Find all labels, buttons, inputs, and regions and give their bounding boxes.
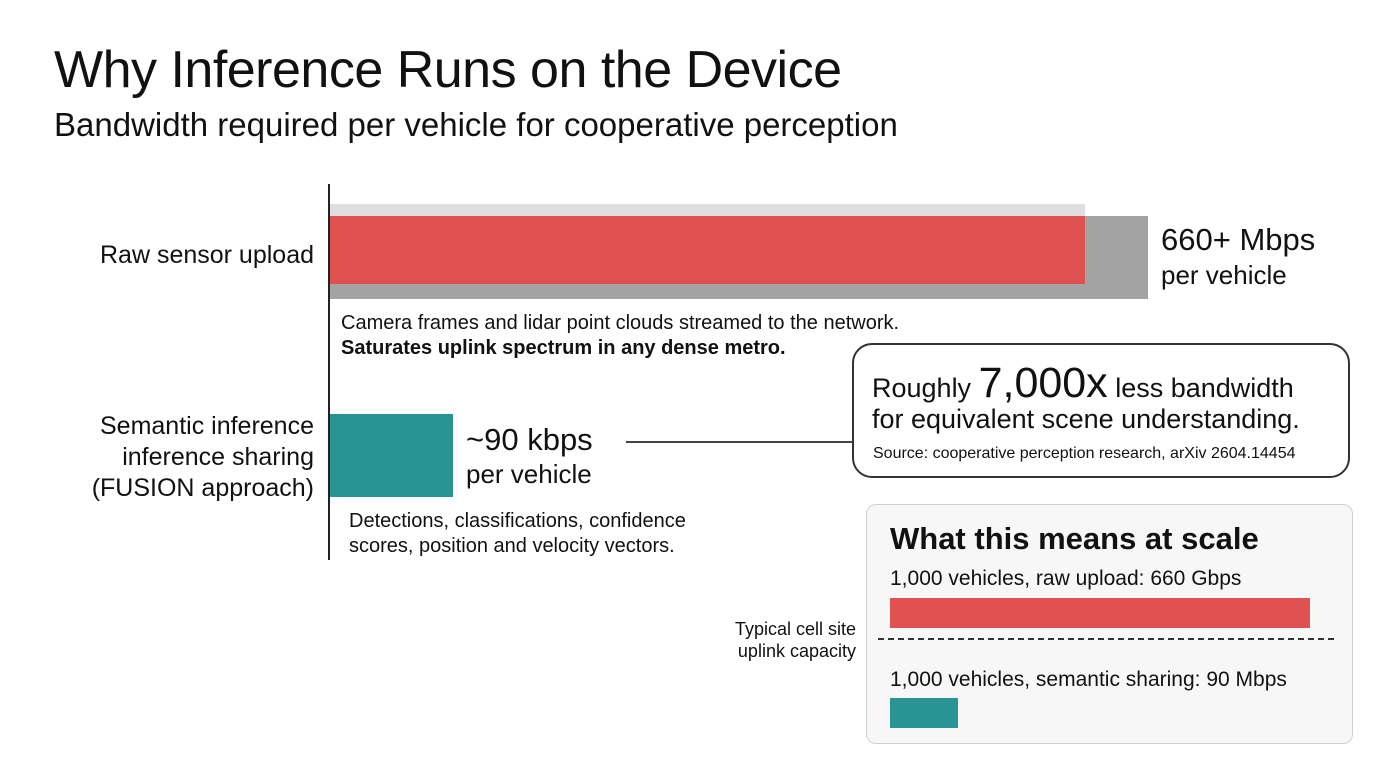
capacity-label-line1: Typical cell site — [734, 619, 856, 639]
data-label-raw-unit: per vehicle — [1161, 260, 1287, 290]
category-label-raw: Raw sensor upload — [99, 241, 314, 269]
category-label-semantic-line3: (FUSION approach) — [91, 474, 314, 502]
capacity-label-line2: uplink capacity — [737, 641, 856, 661]
data-label-raw-value: 660+ Mbps — [1161, 222, 1316, 257]
category-axis-line — [328, 184, 330, 560]
scale-raw-bar — [890, 598, 1310, 628]
semantic-note-line2: scores, position and velocity vectors. — [349, 535, 675, 557]
category-label-semantic: Semantic inference inference sharing (FU… — [92, 411, 314, 504]
data-label-semantic-value: ~90 kbps — [466, 422, 593, 457]
callout-prefix: Roughly — [872, 373, 972, 403]
callout-line2: for equivalent scene understanding. — [872, 404, 1300, 434]
category-label-semantic-line2: inference sharing — [122, 443, 314, 471]
raw-bar-highlight — [330, 204, 1085, 216]
semantic-note-line1: Detections, classifications, confidence — [349, 510, 686, 532]
callout-source: Source: cooperative perception research,… — [873, 445, 1296, 462]
capacity-label: Typical cell site uplink capacity — [735, 618, 856, 662]
page-subtitle: Bandwidth required per vehicle for coope… — [54, 106, 898, 143]
raw-note-line2: Saturates uplink spectrum in any dense m… — [341, 337, 786, 359]
bar-raw-sensor-upload — [330, 216, 1085, 284]
scale-semantic-bar — [890, 698, 958, 728]
scale-semantic-label: 1,000 vehicles, semantic sharing: 90 Mbp… — [890, 668, 1287, 691]
raw-note-line1: Camera frames and lidar point clouds str… — [341, 312, 900, 334]
comparison-callout-box — [852, 343, 1350, 478]
scale-panel-title: What this means at scale — [890, 521, 1259, 556]
data-label-semantic-unit: per vehicle — [466, 459, 592, 489]
bar-semantic-sharing — [330, 414, 453, 497]
callout-connector-line — [626, 441, 852, 443]
page-title: Why Inference Runs on the Device — [54, 41, 842, 99]
callout-suffix: less bandwidth — [1115, 373, 1294, 403]
capacity-threshold-line — [878, 638, 1334, 640]
scale-raw-label: 1,000 vehicles, raw upload: 660 Gbps — [890, 567, 1242, 590]
category-label-semantic-line1: Semantic inference — [99, 412, 314, 440]
callout-line1: Roughly 7,000x less bandwidth — [872, 360, 1294, 411]
callout-ratio: 7,000x — [978, 359, 1108, 407]
